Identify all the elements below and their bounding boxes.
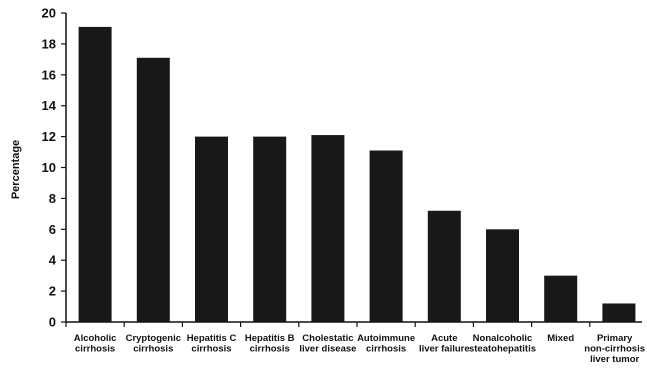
x-tick-label: Nonalcoholic steatohepatitis bbox=[469, 333, 536, 355]
x-tick-label: Alcoholic cirrhosis bbox=[74, 333, 117, 355]
bar bbox=[544, 275, 578, 322]
bar bbox=[486, 229, 519, 322]
bar bbox=[253, 136, 287, 322]
bar bbox=[195, 136, 228, 322]
bar bbox=[78, 26, 112, 323]
bar bbox=[427, 210, 461, 322]
x-axis bbox=[65, 321, 642, 327]
y-tick-label: 12 bbox=[42, 129, 56, 144]
x-tick-label: Autoimmune cirrhosis bbox=[357, 333, 415, 355]
y-tick-label: 6 bbox=[49, 222, 56, 237]
x-tick-label: Cholestatic liver disease bbox=[299, 333, 356, 355]
category-labels: Alcoholic cirrhosis Cryptogenic cirrhosis He… bbox=[74, 333, 645, 365]
y-tick-label: 10 bbox=[42, 160, 56, 175]
bar bbox=[311, 135, 345, 322]
y-axis: 0 2 4 6 8 10 12 14 16 18 20 bbox=[42, 6, 67, 330]
y-axis-title: Percentage bbox=[10, 140, 22, 199]
y-tick-label: 14 bbox=[42, 98, 57, 113]
bar bbox=[136, 57, 170, 323]
bars bbox=[78, 26, 636, 323]
x-tick-label: Primary non-cirrhosis liver tumor bbox=[584, 333, 645, 365]
bar bbox=[602, 303, 636, 322]
y-tick-label: 2 bbox=[49, 284, 56, 299]
y-tick-label: 18 bbox=[42, 36, 56, 51]
bar bbox=[369, 150, 403, 322]
y-tick-label: 8 bbox=[49, 191, 56, 206]
x-tick-label: Cryptogenic cirrhosis bbox=[126, 333, 181, 355]
y-tick-label: 0 bbox=[49, 315, 56, 330]
x-tick-label: Mixed bbox=[547, 333, 574, 344]
y-tick-label: 20 bbox=[42, 6, 56, 21]
y-tick-label: 16 bbox=[42, 67, 56, 82]
x-tick-label: Acute liver failure bbox=[419, 333, 470, 355]
y-tick-label: 4 bbox=[49, 253, 57, 268]
